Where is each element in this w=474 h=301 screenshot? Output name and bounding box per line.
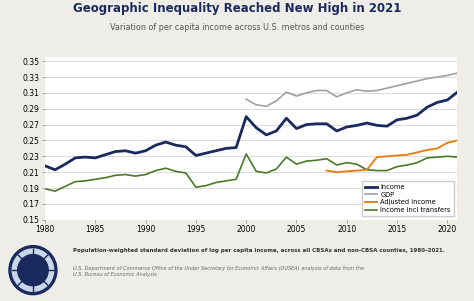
Circle shape [18, 255, 48, 286]
Text: Geographic Inequality Reached New High in 2021: Geographic Inequality Reached New High i… [73, 2, 401, 14]
Text: Variation of per capita income across U.S. metros and counties: Variation of per capita income across U.… [110, 23, 364, 32]
Text: Population-weighted standard deviation of log per capita income, across all CBSA: Population-weighted standard deviation o… [73, 248, 446, 253]
Legend: Income, GDP, Adjusted income, Income incl transfers: Income, GDP, Adjusted income, Income inc… [362, 181, 454, 216]
Circle shape [12, 249, 54, 291]
Text: U.S. Department of Commerce Office of the Under Secretary for Economic Affairs (: U.S. Department of Commerce Office of th… [73, 266, 365, 277]
Circle shape [9, 246, 57, 295]
